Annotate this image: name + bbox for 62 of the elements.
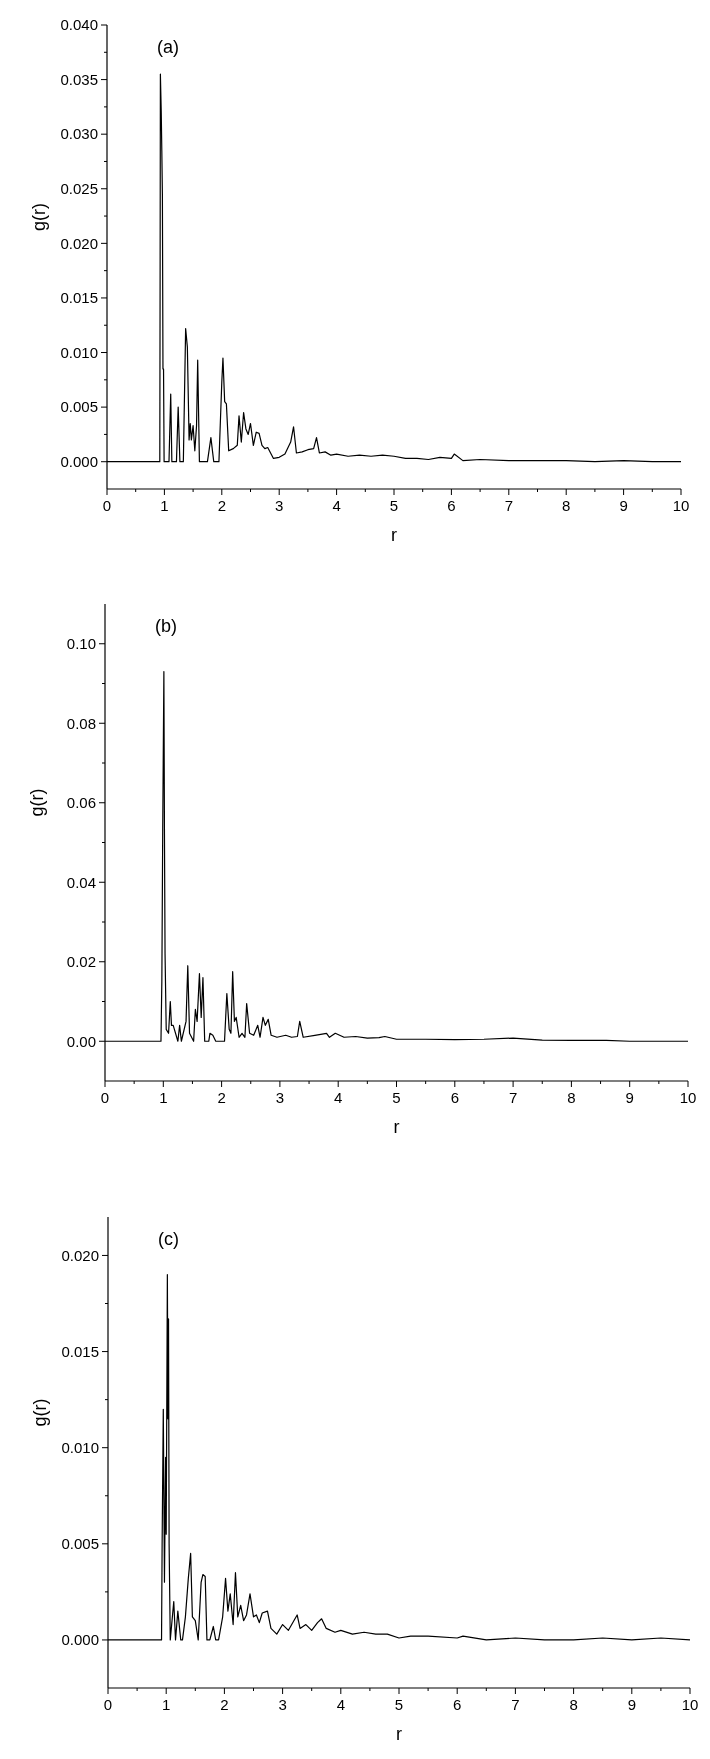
y-tick-label: 0.025	[60, 180, 98, 198]
x-tick-label: 5	[394, 1696, 404, 1713]
y-tick-label: 0.015	[61, 1342, 99, 1360]
y-axis-title: g(r)	[29, 203, 49, 231]
x-tick-label: 7	[504, 497, 513, 514]
x-tick-label: 8	[567, 1089, 576, 1106]
x-tick-label: 5	[389, 497, 399, 514]
x-tick-label: 10	[679, 1089, 697, 1106]
x-axis-title: r	[391, 525, 397, 545]
x-tick-label: 4	[336, 1696, 345, 1713]
x-tick-label: 7	[508, 1089, 518, 1106]
text: (c)	[158, 1229, 179, 1249]
x-tick-label: 9	[625, 1089, 634, 1106]
y-tick-label: 0.020	[61, 1246, 99, 1264]
y-tick-label: 0.10	[66, 635, 96, 652]
x-tick-label: 6	[453, 1696, 462, 1713]
x-tick-label: 0	[102, 497, 112, 514]
y-tick-label: 0.040	[60, 16, 98, 34]
y-tick-label: 0.08	[66, 714, 96, 732]
y-tick-label: 0.010	[60, 343, 98, 361]
x-tick-label: 1	[162, 1696, 171, 1713]
x-tick-label: 4	[332, 497, 341, 514]
x-tick-label: 10	[672, 497, 690, 514]
x-tick-label: 0	[100, 1089, 110, 1106]
y-tick-label: 0.015	[60, 289, 98, 307]
text: (a)	[157, 37, 179, 57]
x-axis-title: r	[396, 1724, 402, 1744]
y-tick-label: 0.000	[61, 1631, 99, 1649]
y-tick-label: 0.020	[60, 234, 98, 252]
x-tick-label: 8	[569, 1696, 578, 1713]
y-tick-label: 0.005	[61, 1535, 99, 1553]
x-tick-label: 6	[450, 1089, 459, 1106]
y-tick-label: 0.06	[66, 794, 96, 811]
x-tick-label: 8	[562, 497, 571, 514]
y-axis-title: g(r)	[30, 1398, 50, 1427]
x-tick-label: 5	[392, 1089, 401, 1106]
x-tick-label: 7	[511, 1696, 520, 1713]
y-tick-label: 0.00	[66, 1032, 96, 1050]
y-tick-label: 0.035	[60, 70, 98, 88]
x-tick-label: 0	[103, 1696, 113, 1713]
x-axis-title: r	[393, 1117, 400, 1137]
x-tick-label: 1	[159, 1089, 168, 1106]
y-tick-label: 0.000	[60, 452, 98, 470]
x-tick-label: 3	[275, 1089, 285, 1106]
y-tick-label: 0.04	[66, 873, 96, 891]
y-tick-label: 0.010	[61, 1438, 99, 1456]
x-tick-label: 2	[217, 1089, 226, 1106]
x-tick-label: 9	[627, 1696, 636, 1713]
x-tick-label: 3	[278, 1696, 287, 1713]
y-tick-label: 0.02	[66, 953, 96, 970]
x-tick-label: 4	[334, 1089, 343, 1106]
y-tick-label: 0.030	[60, 125, 98, 143]
x-tick-label: 2	[220, 1696, 229, 1713]
x-tick-label: 3	[275, 497, 284, 514]
x-tick-label: 2	[217, 497, 226, 514]
y-tick-label: 0.005	[60, 398, 98, 416]
text: (b)	[155, 616, 177, 636]
y-axis-title: g(r)	[27, 788, 47, 817]
x-tick-label: 10	[681, 1696, 699, 1713]
x-tick-label: 9	[619, 497, 628, 514]
x-tick-label: 6	[447, 497, 456, 514]
x-tick-label: 1	[160, 497, 169, 514]
